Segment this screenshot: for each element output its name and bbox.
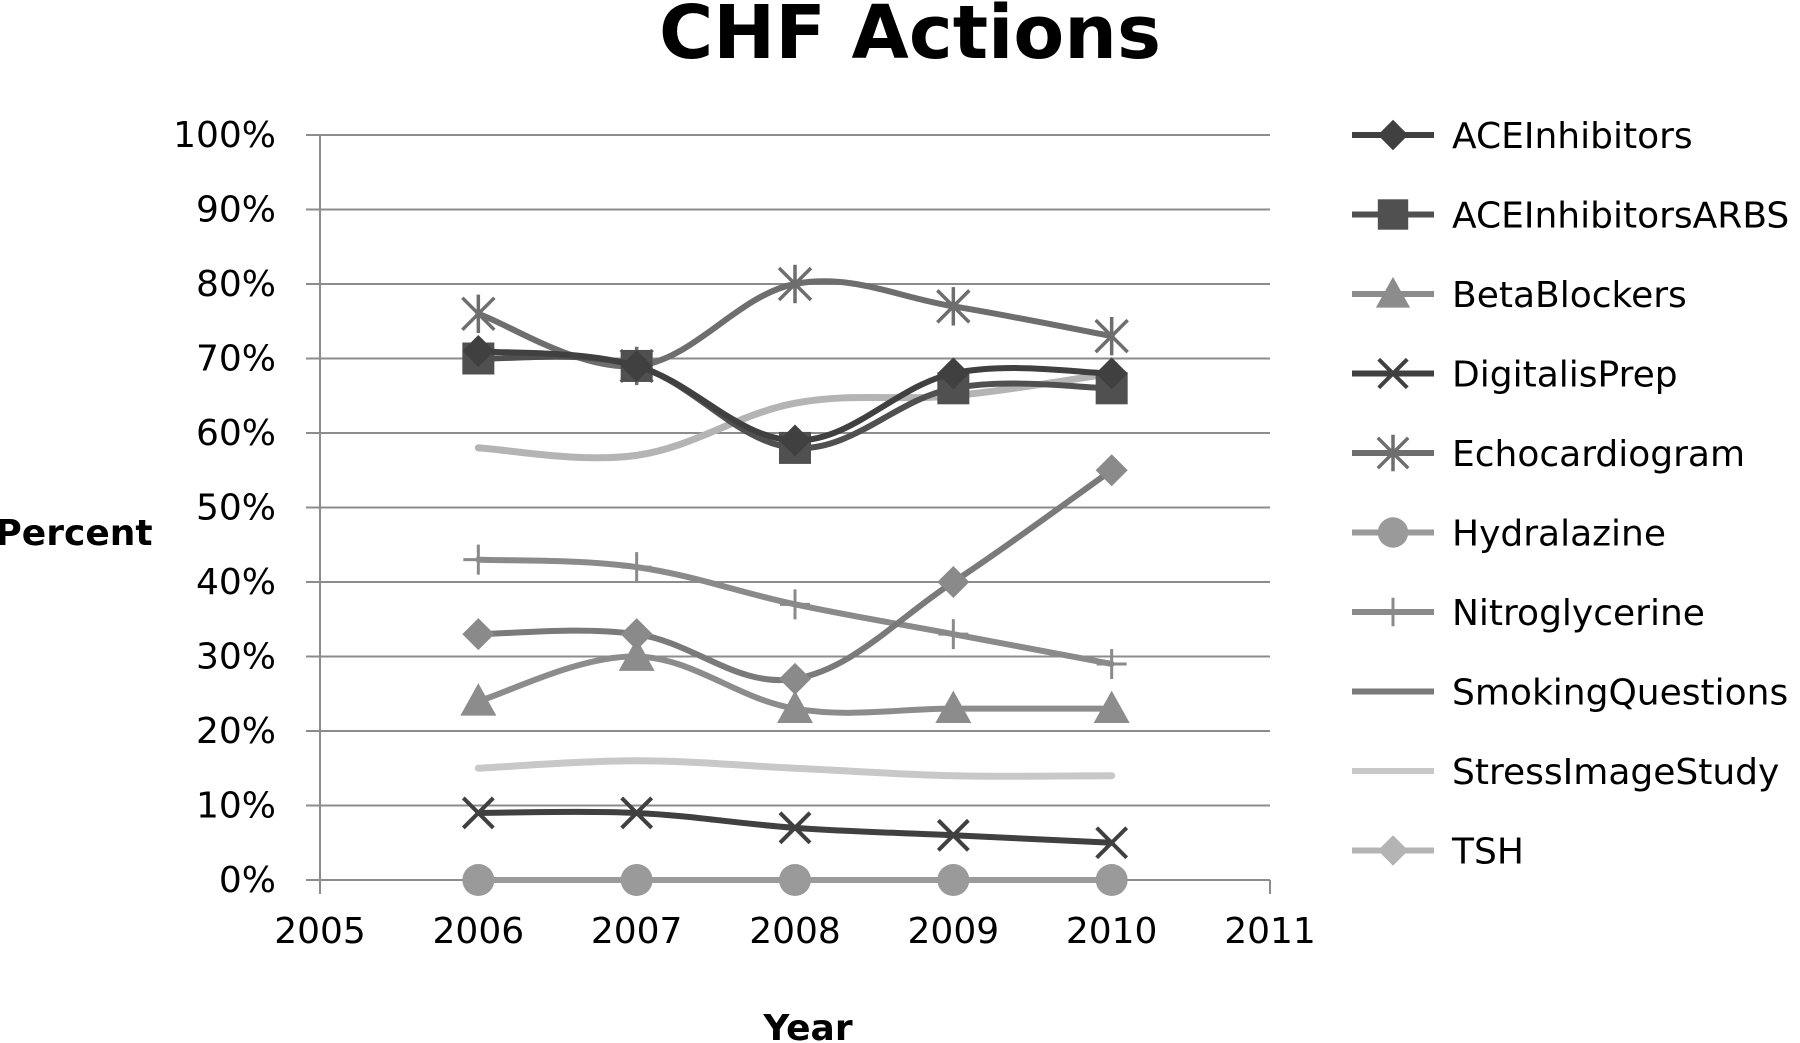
data-point-smoking-questions — [462, 618, 495, 651]
data-point-echocardiogram — [1094, 316, 1129, 356]
y-tick-label: 0% — [219, 860, 276, 901]
legend-marker — [1377, 835, 1409, 866]
series-tsh — [474, 369, 1116, 462]
legend-label: ACEInhibitorsARBS — [1452, 196, 1789, 237]
legend-label: TSH — [1451, 832, 1524, 873]
data-point-smoking-questions — [620, 618, 653, 651]
y-tick-label: 40% — [196, 562, 276, 603]
data-point-hydralazine — [937, 864, 970, 896]
data-point-smoking-questions — [1095, 454, 1128, 487]
x-tick-label: 2008 — [749, 911, 841, 952]
series-digitalis-prep — [461, 796, 1129, 860]
y-tick-label: 50% — [196, 488, 276, 529]
data-point-smoking-questions — [937, 566, 970, 598]
legend: ACEInhibitors ACEInhibitorsARBS BetaBlocke… — [1352, 116, 1789, 873]
data-point-digitalis-prep — [936, 818, 970, 852]
legend-label: SmokingQuestions — [1452, 673, 1788, 714]
x-tick-label: 2009 — [908, 911, 1000, 952]
legend-label: Nitroglycerine — [1452, 593, 1705, 634]
data-point-digitalis-prep — [461, 796, 495, 830]
legend-item-beta-blockers: BetaBlockers — [1352, 275, 1687, 316]
data-point-beta-blockers — [935, 690, 972, 724]
x-axis-label: Year — [762, 1008, 852, 1043]
data-point-echocardiogram — [461, 294, 496, 333]
series-nitroglycerine — [463, 544, 1127, 679]
legend-marker — [1376, 434, 1410, 472]
legend-label: DigitalisPrep — [1452, 355, 1678, 396]
series-hydralazine — [462, 864, 1128, 896]
x-tick-label: 2006 — [433, 911, 525, 952]
y-tick-label: 80% — [196, 264, 276, 305]
data-point-nitroglycerine — [621, 552, 652, 583]
y-tick-label: 60% — [196, 413, 276, 454]
legend-item-digitalis-prep: DigitalisPrep — [1352, 355, 1678, 396]
legend-item-tsh: TSH — [1352, 832, 1524, 873]
y-tick-label: 70% — [196, 339, 276, 380]
legend-marker — [1377, 517, 1409, 548]
data-point-hydralazine — [620, 864, 653, 896]
data-point-digitalis-prep — [1095, 826, 1129, 860]
x-tick-label: 2011 — [1224, 911, 1316, 952]
legend-marker — [1377, 199, 1409, 230]
data-point-echocardiogram — [936, 287, 971, 326]
data-point-beta-blockers — [460, 683, 497, 716]
series-aceinhibitors — [462, 335, 1128, 457]
y-tick-label: 30% — [196, 637, 276, 678]
legend-item-aceinhibitors-arbs: ACEInhibitorsARBS — [1352, 196, 1789, 237]
data-point-echocardiogram — [777, 264, 813, 304]
x-tick-label: 2007 — [591, 911, 683, 952]
data-point-digitalis-prep — [778, 811, 812, 845]
y-tick-label: 20% — [196, 711, 276, 752]
data-point-aceinhibitors — [620, 349, 653, 382]
overlay-markers-smoking-questions — [462, 454, 1128, 695]
x-tick-labels: 2005 2006 2007 2008 2009 2010 2011 — [274, 911, 1316, 952]
data-point-nitroglycerine — [463, 544, 494, 575]
legend-label: Echocardiogram — [1452, 434, 1745, 475]
data-point-nitroglycerine — [938, 619, 969, 650]
data-point-aceinhibitors — [1095, 357, 1128, 390]
legend-item-hydralazine: Hydralazine — [1352, 514, 1666, 555]
legend-item-stress-image-study: StressImageStudy — [1352, 752, 1779, 793]
legend-marker — [1377, 119, 1409, 151]
legend-marker — [1375, 276, 1411, 308]
legend-label: ACEInhibitors — [1452, 116, 1693, 157]
y-tick-label: 10% — [196, 786, 276, 827]
legend-label: Hydralazine — [1452, 514, 1666, 555]
data-point-beta-blockers — [618, 638, 655, 671]
data-point-aceinhibitors — [937, 357, 970, 390]
series-lines — [460, 264, 1130, 896]
series-beta-blockers — [460, 638, 1130, 724]
series-line-stress-image-study — [474, 757, 1116, 780]
data-point-hydralazine — [779, 864, 811, 896]
legend-marker — [1377, 357, 1409, 390]
data-point-nitroglycerine — [1096, 648, 1127, 679]
legend-item-nitroglycerine: Nitroglycerine — [1352, 593, 1705, 634]
legend-label: StressImageStudy — [1452, 752, 1779, 793]
y-tick-labels: 0% 10% 20% 30% 40% 50% 60% 70% 80% 90% 100% — [173, 115, 276, 901]
x-tick-label: 2010 — [1066, 911, 1158, 952]
data-point-digitalis-prep — [620, 796, 654, 830]
legend-item-smoking-questions: SmokingQuestions — [1352, 673, 1788, 714]
series-stress-image-study — [474, 757, 1116, 780]
data-point-hydralazine — [462, 864, 495, 896]
data-point-nitroglycerine — [780, 589, 810, 620]
y-tick-label: 100% — [173, 115, 276, 156]
y-tick-label: 90% — [196, 190, 276, 231]
legend-label: BetaBlockers — [1452, 275, 1687, 316]
data-point-smoking-questions — [779, 662, 811, 695]
data-point-beta-blockers — [1093, 690, 1130, 724]
data-point-aceinhibitors — [779, 424, 811, 457]
chart-title: CHF Actions — [659, 0, 1161, 76]
legend-marker — [1378, 597, 1408, 627]
data-point-aceinhibitors — [462, 335, 495, 368]
x-tick-label: 2005 — [274, 911, 366, 952]
series-line-tsh — [474, 369, 1116, 462]
legend-item-aceinhibitors: ACEInhibitors — [1352, 116, 1693, 157]
axes — [319, 135, 1271, 894]
y-axis-label: Percent — [0, 513, 153, 554]
data-point-hydralazine — [1095, 864, 1128, 896]
data-point-beta-blockers — [777, 690, 813, 724]
legend-item-echocardiogram: Echocardiogram — [1352, 434, 1745, 475]
